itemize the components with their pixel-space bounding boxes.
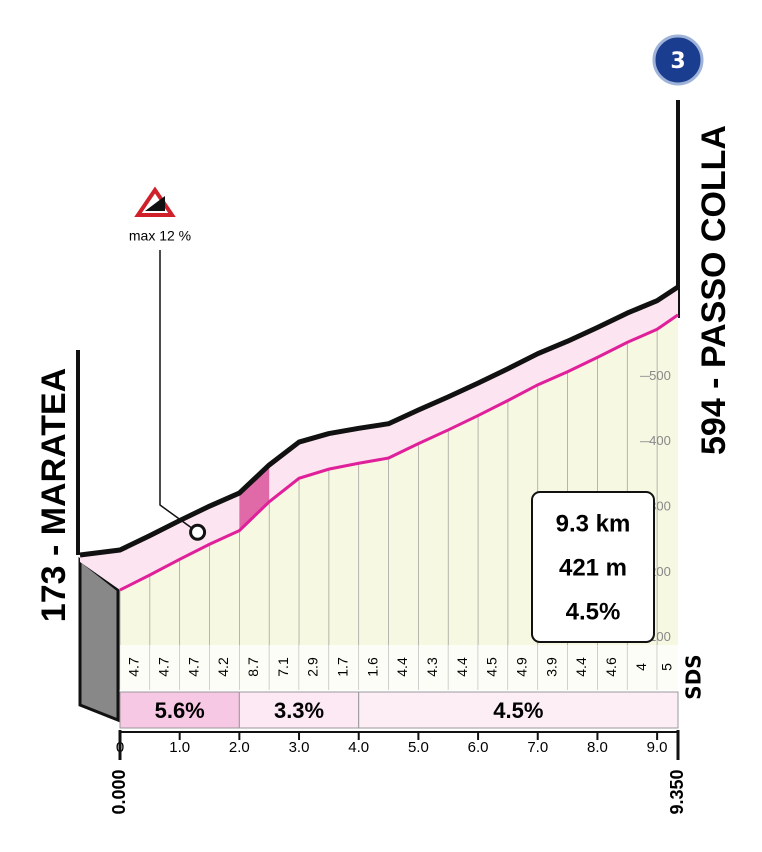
gradient-cell [209, 645, 240, 690]
gradient-label: 4.9 [514, 657, 530, 677]
segment-label: 3.3% [274, 698, 324, 723]
gradient-label: 8.7 [245, 657, 261, 677]
gradient-cell [448, 645, 479, 690]
gradient-label: 3.9 [543, 657, 559, 677]
gradient-label: 4.3 [424, 657, 440, 677]
gradient-cell [358, 645, 389, 690]
gradient-cell [120, 645, 150, 690]
x-tick-label: 2.0 [229, 739, 250, 756]
gradient-label: 1.7 [334, 657, 350, 677]
gradient-cell [537, 645, 568, 690]
gradient-label: 4.7 [126, 657, 142, 677]
gradient-label: 4.7 [185, 657, 201, 677]
segment [238, 691, 360, 729]
steep-highlight [239, 464, 270, 531]
gradient-label: 5 [658, 663, 674, 671]
gradient-label: 4.4 [394, 657, 410, 677]
gradient-cell [269, 645, 300, 690]
gradient-cell [418, 645, 449, 690]
segment-label: 4.5% [493, 698, 543, 723]
gradient-label: 4.4 [573, 657, 589, 677]
gradient-label: 4 [633, 663, 649, 671]
gradient-cell [239, 645, 270, 690]
start-label: 173 - MARATEA [35, 368, 73, 622]
max-label: max 12 % [129, 228, 191, 244]
x-tick-label: 6.0 [468, 739, 489, 756]
gradient-cell [478, 645, 508, 690]
road-top [79, 284, 680, 558]
x-tick-label: 5.0 [408, 739, 429, 756]
end-label: 0.000 [109, 769, 129, 814]
max-leader [159, 250, 199, 533]
gradient-cell [627, 645, 658, 690]
gradient-label: 7.1 [275, 657, 291, 677]
gradient-label: 4.4 [454, 657, 470, 677]
stats-box [531, 491, 655, 643]
segment-label: 5.6% [155, 698, 205, 723]
gradient-label: 1.6 [364, 657, 380, 677]
x-tick-label: 8.0 [587, 739, 608, 756]
finish-label: 594 - PASSO COLLA [695, 125, 733, 455]
logo: SDS [682, 654, 706, 699]
stats-text: 9.3 km [556, 510, 631, 537]
badge-number: 3 [670, 49, 685, 74]
max-icon-fill [145, 196, 165, 211]
y-tick-label: 400 [649, 433, 671, 448]
stats-text: 421 m [559, 554, 627, 581]
gradient-cell [507, 645, 538, 690]
y-tick-label: 500 [649, 368, 671, 383]
segment [119, 691, 240, 729]
gradient-label: 4.7 [155, 657, 171, 677]
x-tick-label: 9.0 [647, 739, 668, 756]
gradient-cell [328, 645, 359, 690]
x-tick-label: 4.0 [348, 739, 369, 756]
gradient-label: 4.6 [603, 657, 619, 677]
x-tick-label: 7.0 [527, 739, 548, 756]
x-tick-label: 3.0 [289, 739, 310, 756]
start-wall [78, 556, 120, 723]
gradient-cell [567, 645, 598, 690]
elevation-line [119, 313, 679, 592]
max-icon [134, 186, 176, 217]
road-strip [80, 286, 678, 591]
gradient-label: 4.5 [484, 657, 500, 677]
gradient-label: 4.2 [215, 657, 231, 677]
x-tick-label: 1.0 [169, 739, 190, 756]
gradient-cell [657, 645, 678, 690]
gradient-label: 2.9 [305, 657, 321, 677]
badge [652, 34, 704, 86]
gradient-cell [388, 645, 419, 690]
gradient-cell [179, 645, 210, 690]
stats-text: 4.5% [566, 598, 621, 625]
max-marker [189, 523, 207, 541]
gradient-cell [597, 645, 628, 690]
gradient-cell [149, 645, 180, 690]
end-label: 9.350 [667, 769, 687, 814]
gradient-cell [299, 645, 329, 690]
segment [358, 691, 679, 729]
